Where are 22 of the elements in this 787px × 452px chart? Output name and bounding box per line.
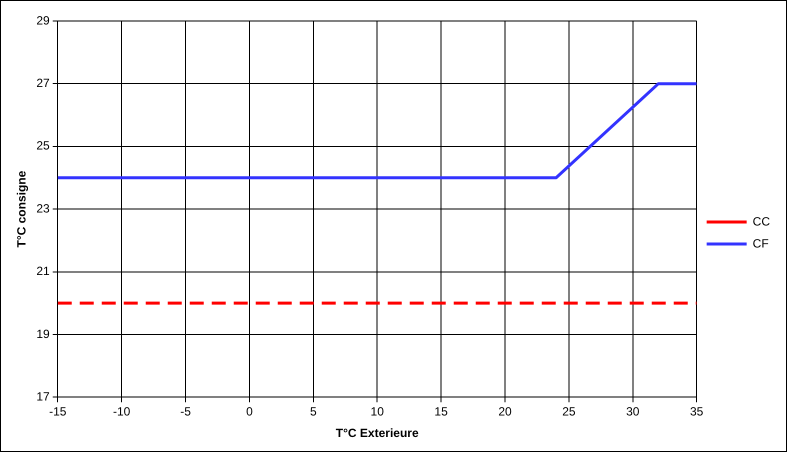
y-tick-label: 17 xyxy=(36,390,50,404)
y-tick-label: 23 xyxy=(36,201,50,216)
y-tick-label: 27 xyxy=(36,76,50,90)
y-axis-title: T°C consigne xyxy=(14,170,29,248)
legend-label: CC xyxy=(752,214,770,228)
legend-label: CF xyxy=(752,236,769,250)
x-axis-title: T°C Exterieure xyxy=(336,426,419,440)
x-tick-label: 35 xyxy=(690,404,704,419)
x-tick-label: 15 xyxy=(434,404,448,419)
x-tick-label: 20 xyxy=(498,404,512,419)
x-tick-label: 30 xyxy=(626,404,640,419)
x-tick-label: 25 xyxy=(562,404,576,419)
y-tick-label: 29 xyxy=(36,13,50,28)
x-tick-label: 5 xyxy=(310,404,317,419)
y-tick-label: 19 xyxy=(36,326,50,341)
x-tick-label: -5 xyxy=(180,404,192,419)
x-tick-label: -10 xyxy=(112,404,131,419)
x-tick-label: 10 xyxy=(370,404,384,419)
y-tick-label: 21 xyxy=(36,264,50,278)
x-tick-label: 0 xyxy=(246,404,254,419)
x-tick-label: -15 xyxy=(49,404,67,419)
y-tick-label: 25 xyxy=(36,138,50,153)
